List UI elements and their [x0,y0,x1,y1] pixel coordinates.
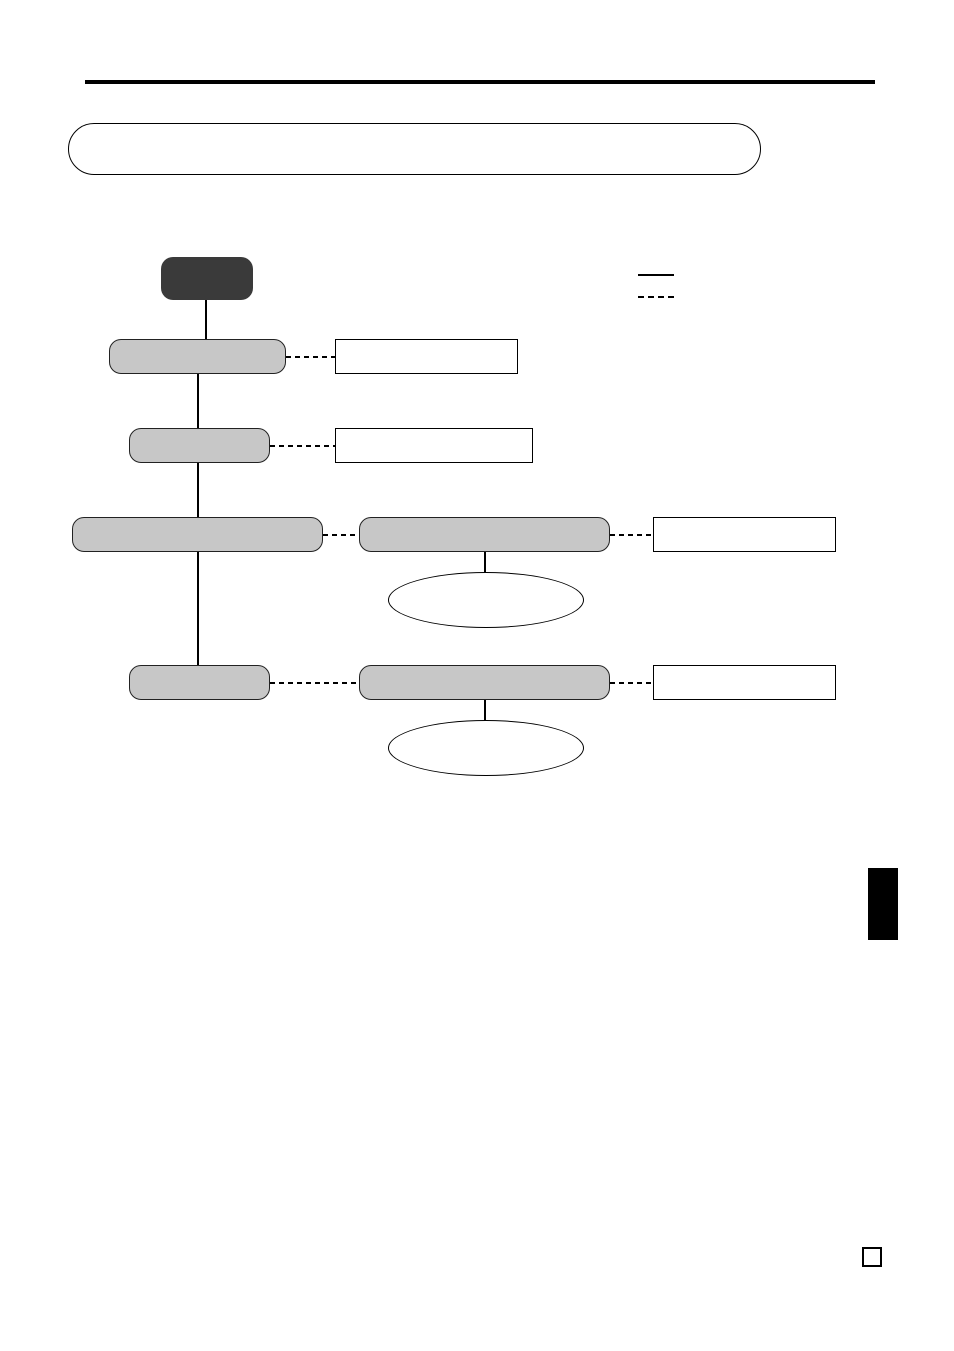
step1-note [335,339,518,374]
page [0,0,954,1351]
page-number-box [862,1247,882,1267]
step1-node [109,339,286,374]
step3-note [653,517,836,552]
step3-terminator [388,572,584,628]
side-tab [868,868,898,940]
step3b-node [359,517,610,552]
step2-note [335,428,533,463]
step2-node [129,428,270,463]
step4-note [653,665,836,700]
legend-dashed-line [638,296,674,298]
step3-node [72,517,323,552]
step4-node [129,665,270,700]
step4b-node [359,665,610,700]
title-lozenge [68,123,761,175]
top-rule [85,80,875,84]
step4-terminator [388,720,584,776]
start-node [161,257,253,300]
legend-solid-line [638,274,674,276]
